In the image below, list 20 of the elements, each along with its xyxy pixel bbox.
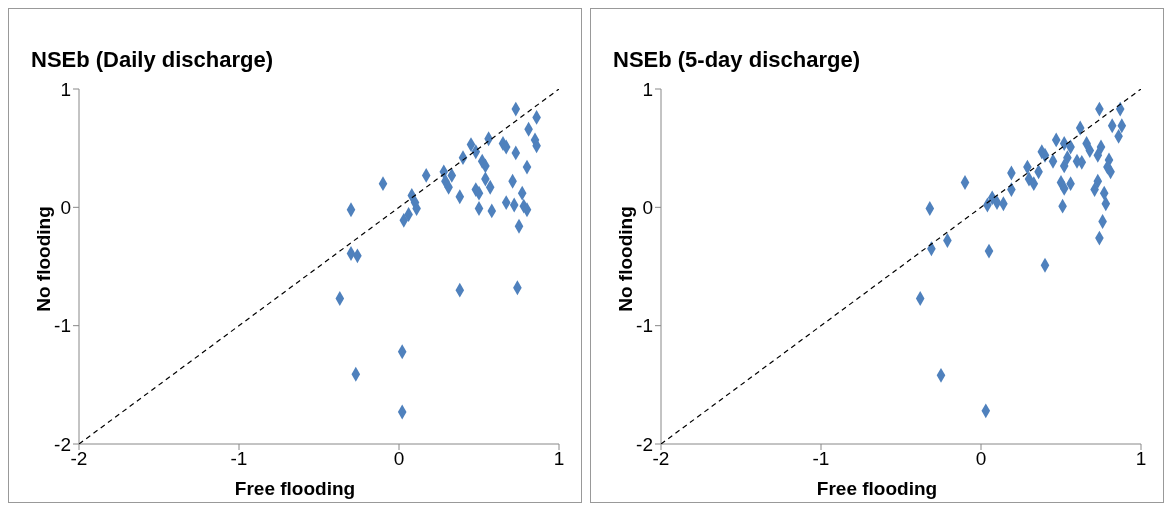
x-axis-title: Free flooding	[233, 478, 357, 500]
x-tick-label: 0	[393, 448, 405, 470]
y-tick-label: -2	[54, 433, 71, 455]
chart-title: NSEb (5-day discharge)	[613, 47, 860, 73]
y-tick-label: 1	[642, 78, 653, 100]
x-tick-label: 1	[1135, 448, 1147, 470]
y-tick-label: -2	[636, 433, 653, 455]
x-tick-label: -1	[230, 448, 248, 470]
y-tick-label: 1	[60, 78, 71, 100]
x-tick-label: 1	[553, 448, 565, 470]
y-tick-label: -1	[636, 315, 653, 337]
y-tick-label: 0	[60, 197, 71, 219]
y-axis-title: No flooding	[33, 206, 55, 312]
x-axis-title: Free flooding	[815, 478, 939, 500]
y-tick-label: 0	[642, 197, 653, 219]
x-tick-label: 0	[975, 448, 987, 470]
y-axis-title: No flooding	[615, 206, 637, 312]
x-tick-label: -1	[812, 448, 830, 470]
chart-title: NSEb (Daily discharge)	[31, 47, 274, 73]
y-tick-label: -1	[54, 315, 71, 337]
